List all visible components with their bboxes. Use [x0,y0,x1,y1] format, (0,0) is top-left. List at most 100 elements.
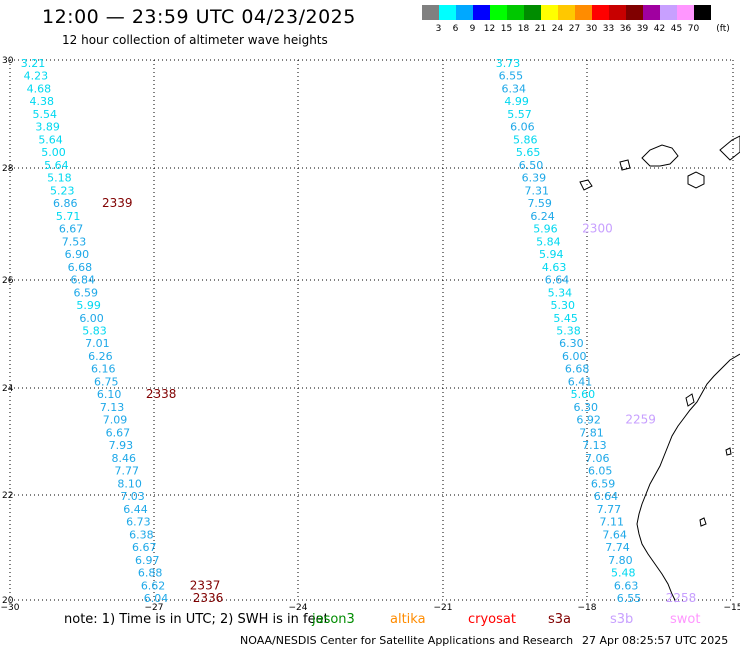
satellite-note: note: 1) Time is in UTC; 2) SWH is in fe… [0,612,740,632]
pass-time-label: 2259 [625,413,656,427]
latitude-label: 26 [2,276,14,286]
wave-height-value: 6.92 [576,414,601,427]
legend-swatch [490,5,507,20]
satellite-s3b: s3b [610,612,634,627]
wave-height-value: 8.46 [112,452,137,465]
wave-height-value: 4.63 [542,261,567,274]
legend-label: 18 [517,24,530,34]
island-dot [725,447,732,456]
wave-height-value: 6.59 [591,477,616,490]
island-el-hierro [579,179,593,191]
wave-height-value: 6.50 [519,159,544,172]
wave-height-value: 3.21 [21,57,46,70]
legend-swatch [694,5,711,20]
legend-label: 24 [551,24,564,34]
wave-height-value: 7.80 [608,554,633,567]
page-title: 12:00 — 23:59 UTC 04/23/2025 [42,6,356,28]
wave-height-value: 6.00 [79,312,104,325]
legend-label: 6 [452,24,459,34]
wave-height-value: 5.45 [553,312,578,325]
wave-height-value: 5.86 [513,133,538,146]
satellite-cryosat: cryosat [468,612,516,627]
wave-height-value: 6.75 [94,375,119,388]
latitude-label: 24 [2,384,14,394]
legend-label: 42 [653,24,666,34]
axis-labels: 30 28 26 24 22 20−30 −27 −24 −21 −18 −15 [1,56,740,613]
wave-height-value: 6.04 [144,592,169,605]
wave-height-value: 6.84 [71,274,96,287]
wave-height-value: 7.64 [602,528,627,541]
pass-time-label: 2258 [666,591,697,605]
legend-label: 70 [687,24,700,34]
island-bay [685,393,695,407]
wave-height-value: 5.71 [56,210,81,223]
legend-label: 36 [619,24,632,34]
wave-height-value: 6.64 [594,490,619,503]
wave-height-value: 5.18 [47,172,72,185]
wave-height-value: 4.38 [30,95,55,108]
island-gran-canaria [687,171,705,189]
legend-swatch [507,5,524,20]
wave-height-value: 6.59 [73,286,98,299]
wave-height-value: 6.06 [510,121,535,134]
wave-height-value: 7.11 [599,516,624,529]
wave-height-value: 6.38 [129,528,154,541]
longitude-label: −18 [578,603,597,613]
generated-timestamp: 27 Apr 08:25:57 UTC 2025 [582,634,729,647]
island-la-gomera [619,159,631,171]
legend-label: 30 [585,24,598,34]
coastline [579,135,740,603]
legend-swatch [473,5,490,20]
legend-swatch [575,5,592,20]
wave-height-value: 5.65 [516,146,541,159]
wave-height-value: 6.68 [565,363,590,376]
wave-height-value: 5.00 [41,146,66,159]
wave-height-value: 3.73 [496,57,521,70]
wave-height-value: 6.34 [502,82,527,95]
satellite-jason3: jason3 [312,612,355,627]
longitude-label: −24 [289,603,308,613]
wave-height-value: 6.00 [562,350,587,363]
wave-height-value: 7.77 [597,503,622,516]
wave-height-value: 6.26 [88,350,113,363]
wave-height-value: 5.99 [76,299,101,312]
longitude-label: −30 [1,603,20,613]
note-text: note: 1) Time is in UTC; 2) SWH is in fe… [64,612,329,627]
legend-label: 12 [483,24,496,34]
wave-height-value: 5.64 [44,159,69,172]
legend-label: 33 [602,24,615,34]
wave-height-value: 7.13 [582,439,607,452]
wave-height-value: 7.01 [85,337,110,350]
legend-swatch [541,5,558,20]
longitude-label: −21 [434,603,453,613]
wave-height-value: 6.16 [91,363,116,376]
wave-height-value: 6.44 [123,503,148,516]
wave-height-value: 6.05 [588,465,613,478]
wave-height-value: 6.67 [106,426,131,439]
wave-height-value: 5.54 [32,108,57,121]
legend-label: 15 [500,24,513,34]
island-small [699,517,707,527]
wave-height-value: 7.81 [579,426,604,439]
longitude-label: −27 [145,603,164,613]
page-subtitle: 12 hour collection of altimeter wave hei… [62,33,328,47]
altimeter-tracks: 3.214.234.684.385.543.895.645.005.645.18… [21,57,697,605]
african-coastline [636,353,740,603]
wave-height-value: 6.64 [545,274,570,287]
wave-height-value: 8.10 [117,477,142,490]
satellite-altika: altika [390,612,426,627]
wave-height-value: 5.34 [548,286,573,299]
legend-swatch [524,5,541,20]
legend-unit: (ft) [716,24,730,34]
wave-height-value: 4.23 [24,70,49,83]
wave-height-value: 6.62 [141,579,166,592]
wave-height-value: 6.88 [138,567,163,580]
latitude-label: 22 [2,491,13,501]
wave-height-value: 5.64 [38,133,63,146]
wave-height-value: 4.68 [27,82,52,95]
pass-time-label: 2336 [193,591,224,605]
wave-height-value: 7.03 [120,490,145,503]
wave-height-value: 5.83 [82,325,107,338]
wave-height-value: 6.68 [68,261,93,274]
wave-height-value: 6.10 [97,388,122,401]
